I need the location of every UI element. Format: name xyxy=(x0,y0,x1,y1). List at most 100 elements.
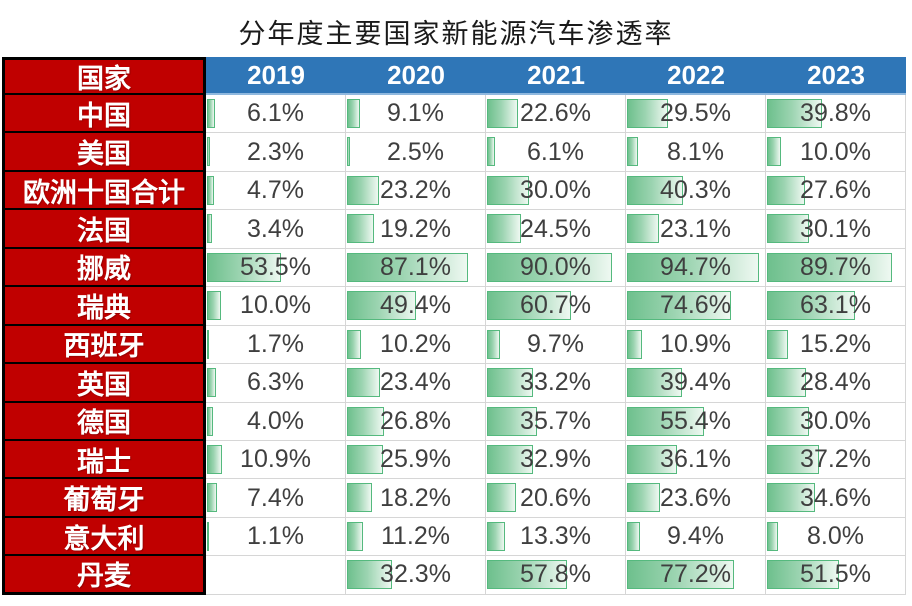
data-bar xyxy=(627,521,641,551)
value-text: 8.0% xyxy=(807,522,864,551)
row-header-cell: 国家 xyxy=(2,57,206,95)
value-text: 9.4% xyxy=(667,522,724,551)
value-cell: 27.6% xyxy=(766,171,906,211)
data-bar xyxy=(767,137,781,167)
value-text: 19.2% xyxy=(380,214,451,243)
value-text: 30.1% xyxy=(800,214,871,243)
value-text: 25.9% xyxy=(380,445,451,474)
year-header-2020: 2020 xyxy=(346,57,486,95)
value-cell: 37.2% xyxy=(766,440,906,480)
value-cell: 20.6% xyxy=(486,479,626,518)
value-text: 36.1% xyxy=(660,445,731,474)
value-cell: 28.4% xyxy=(766,364,906,403)
value-cell: 35.7% xyxy=(486,402,626,441)
value-cell: 94.7% xyxy=(626,248,766,288)
value-text: 32.3% xyxy=(380,560,451,589)
data-bar xyxy=(207,175,214,205)
country-label: 葡萄牙 xyxy=(2,479,206,518)
value-text: 1.1% xyxy=(247,522,304,551)
value-text: 24.5% xyxy=(520,214,591,243)
value-cell: 40.3% xyxy=(626,171,766,211)
data-bar xyxy=(347,444,383,474)
value-cell: 4.7% xyxy=(206,171,346,211)
data-bar xyxy=(487,291,572,321)
data-bar xyxy=(347,175,380,205)
value-cell: 39.4% xyxy=(626,364,766,403)
value-cell: 30.1% xyxy=(766,210,906,249)
value-cell: 32.3% xyxy=(346,556,486,595)
value-text: 9.7% xyxy=(527,329,584,358)
data-bar xyxy=(767,214,809,244)
value-cell: 90.0% xyxy=(486,248,626,288)
value-cell: 32.9% xyxy=(486,440,626,480)
value-text: 8.1% xyxy=(667,137,724,166)
value-cell: 55.4% xyxy=(626,402,766,441)
value-text: 87.1% xyxy=(380,252,451,281)
data-bar xyxy=(487,444,533,474)
data-bar xyxy=(767,521,779,551)
value-text: 22.6% xyxy=(520,99,591,128)
value-cell: 87.1% xyxy=(346,248,486,288)
data-bar xyxy=(347,329,362,359)
data-bar xyxy=(347,521,363,551)
data-bar xyxy=(487,368,534,398)
value-cell: 34.6% xyxy=(766,479,906,518)
value-cell: 10.9% xyxy=(206,440,346,480)
value-text: 10.0% xyxy=(800,137,871,166)
value-text: 34.6% xyxy=(800,483,871,512)
value-cell: 22.6% xyxy=(486,95,626,134)
data-bar xyxy=(627,137,639,167)
value-text: 90.0% xyxy=(520,252,591,281)
data-bar xyxy=(347,137,351,167)
value-cell: 4.0% xyxy=(206,402,346,441)
value-cell: 9.1% xyxy=(346,95,486,134)
data-bar xyxy=(207,406,213,436)
data-bar xyxy=(767,291,855,321)
value-text: 89.7% xyxy=(800,252,871,281)
value-cell: 7.4% xyxy=(206,479,346,518)
chart-title: 分年度主要国家新能源汽车渗透率 xyxy=(238,19,674,50)
data-bar xyxy=(487,483,516,513)
value-cell: 3.4% xyxy=(206,210,346,249)
data-bar xyxy=(627,252,759,282)
data-bar xyxy=(767,99,823,128)
country-label: 瑞士 xyxy=(2,440,206,480)
data-bar xyxy=(767,329,789,359)
country-label: 西班牙 xyxy=(2,325,206,365)
country-label: 美国 xyxy=(2,133,206,172)
value-cell: 23.1% xyxy=(626,210,766,249)
value-cell: 53.5% xyxy=(206,248,346,288)
data-bar xyxy=(487,214,522,244)
value-text: 2.5% xyxy=(387,137,444,166)
data-bar xyxy=(767,175,806,205)
value-cell: 89.7% xyxy=(766,248,906,288)
value-text: 9.1% xyxy=(387,99,444,128)
data-bar xyxy=(207,521,209,551)
country-label: 丹麦 xyxy=(2,556,206,595)
value-cell: 77.2% xyxy=(626,556,766,595)
value-cell xyxy=(206,556,346,595)
value-cell: 30.0% xyxy=(486,171,626,211)
data-bar xyxy=(207,483,218,513)
value-text: 30.0% xyxy=(800,406,871,435)
value-text: 29.5% xyxy=(660,99,731,128)
value-text: 23.2% xyxy=(380,176,451,205)
country-label: 挪威 xyxy=(2,248,206,288)
data-bar xyxy=(767,406,809,436)
value-text: 1.7% xyxy=(247,329,304,358)
value-cell: 49.4% xyxy=(346,287,486,326)
value-text: 60.7% xyxy=(520,291,591,320)
data-bar xyxy=(347,252,469,282)
value-cell: 6.1% xyxy=(486,133,626,172)
value-cell: 9.7% xyxy=(486,325,626,365)
value-cell: 26.8% xyxy=(346,402,486,441)
data-bar xyxy=(487,521,506,551)
data-bar xyxy=(207,291,221,321)
value-text: 7.4% xyxy=(247,483,304,512)
country-label: 法国 xyxy=(2,210,206,249)
country-label: 英国 xyxy=(2,364,206,403)
value-text: 11.2% xyxy=(380,522,451,551)
data-bar xyxy=(347,368,380,398)
data-bar xyxy=(487,406,537,436)
